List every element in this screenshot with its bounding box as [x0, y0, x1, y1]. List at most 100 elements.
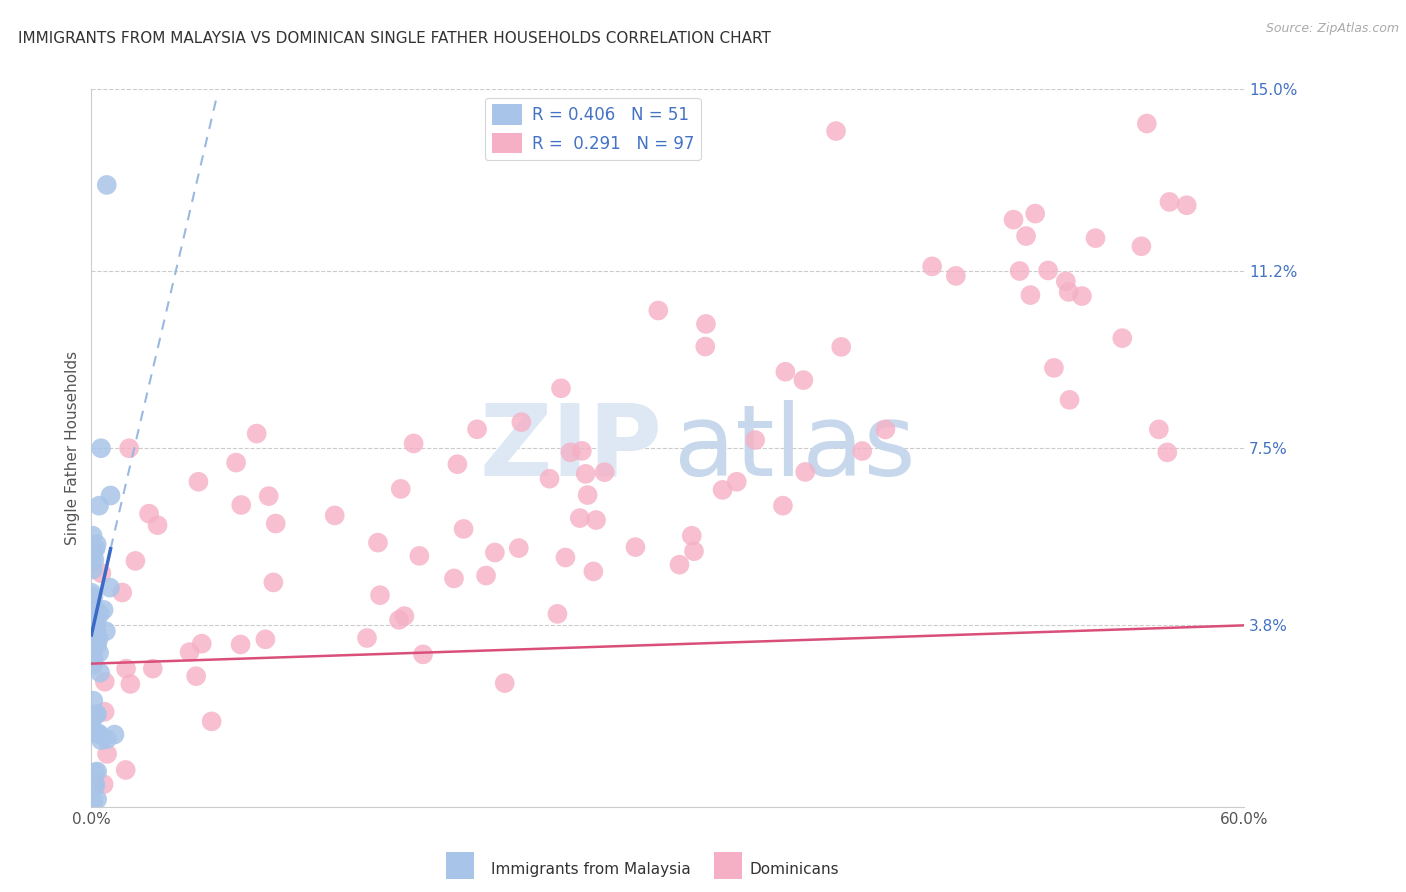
Point — [82, 657, 104, 672]
Point — [1130, 239, 1153, 253]
Text: ZIP: ZIP — [479, 400, 662, 497]
Text: Immigrants from Malaysia: Immigrants from Malaysia — [491, 863, 690, 877]
Point — [84, 765, 107, 780]
Point — [86, 604, 108, 618]
Point — [402, 436, 425, 450]
Point — [114, 763, 136, 777]
Point — [86, 624, 108, 639]
Point — [668, 558, 690, 572]
Point — [1015, 229, 1038, 244]
Point — [1054, 274, 1077, 288]
Point — [725, 475, 748, 489]
Point — [508, 541, 530, 555]
Point — [367, 535, 389, 549]
Point — [89, 607, 111, 621]
Point — [82, 723, 104, 737]
Point — [571, 443, 593, 458]
Point — [408, 549, 430, 563]
Point — [1008, 264, 1031, 278]
Point — [87, 632, 110, 647]
Point — [554, 550, 576, 565]
Point — [257, 489, 280, 503]
Point — [111, 585, 134, 599]
Point — [792, 373, 814, 387]
Point — [82, 544, 104, 558]
Point — [825, 124, 848, 138]
Point — [187, 475, 209, 489]
Point — [394, 609, 416, 624]
Point — [446, 457, 468, 471]
Point — [86, 537, 108, 551]
Point — [830, 340, 852, 354]
Point — [80, 643, 103, 657]
Point — [246, 426, 269, 441]
Point — [84, 621, 107, 635]
Point — [94, 674, 117, 689]
Text: atlas: atlas — [673, 400, 915, 497]
Point — [772, 499, 794, 513]
Point — [538, 472, 561, 486]
Point — [921, 260, 943, 274]
Point — [550, 381, 572, 395]
Point — [98, 581, 121, 595]
Point — [82, 598, 104, 612]
Point — [82, 624, 104, 638]
Point — [744, 433, 766, 447]
Point — [90, 566, 112, 581]
Point — [84, 707, 107, 722]
Point — [82, 590, 104, 604]
Point — [412, 648, 434, 662]
Point — [368, 588, 391, 602]
Point — [1159, 194, 1181, 209]
Point — [1019, 288, 1042, 302]
Text: Source: ZipAtlas.com: Source: ZipAtlas.com — [1265, 22, 1399, 36]
Point — [87, 499, 110, 513]
Point — [115, 662, 138, 676]
Point — [83, 553, 105, 567]
Point — [575, 467, 598, 481]
Point — [494, 676, 516, 690]
Point — [1002, 212, 1025, 227]
Point — [186, 669, 208, 683]
Point — [179, 645, 201, 659]
Point — [96, 732, 118, 747]
Text: Dominicans: Dominicans — [749, 863, 839, 877]
Point — [90, 442, 112, 455]
Point — [443, 571, 465, 585]
Point — [1084, 231, 1107, 245]
Point — [96, 178, 118, 192]
Point — [1156, 445, 1178, 459]
Point — [138, 507, 160, 521]
Point — [84, 777, 107, 791]
Point — [83, 613, 105, 627]
Point — [945, 268, 967, 283]
Point — [86, 792, 108, 806]
Point — [100, 489, 122, 503]
Point — [229, 638, 252, 652]
Point — [1024, 206, 1046, 220]
Point — [84, 541, 107, 556]
Point — [510, 415, 533, 429]
Point — [647, 303, 669, 318]
Point — [89, 665, 111, 680]
Point — [201, 714, 224, 729]
Point — [1036, 263, 1059, 277]
Point — [84, 779, 107, 793]
Point — [388, 613, 411, 627]
Point — [80, 714, 103, 729]
Point — [82, 624, 104, 639]
Point — [86, 706, 108, 721]
Point — [262, 575, 284, 590]
Point — [82, 562, 104, 576]
Point — [484, 545, 506, 559]
Point — [83, 651, 105, 665]
Point — [87, 646, 110, 660]
Point — [582, 565, 605, 579]
Point — [264, 516, 287, 531]
Point — [568, 511, 591, 525]
Point — [475, 568, 498, 582]
Point — [82, 529, 104, 543]
Point — [82, 606, 104, 620]
Point — [1059, 392, 1081, 407]
Point — [1043, 360, 1066, 375]
